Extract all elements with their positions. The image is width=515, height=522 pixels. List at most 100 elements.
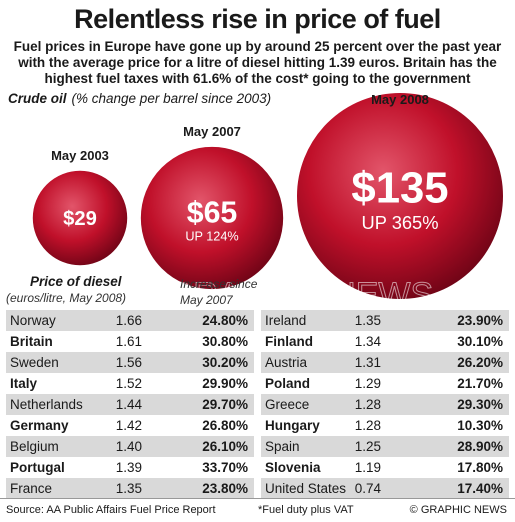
page-title: Relentless rise in price of fuel [74,4,441,34]
cell-country: Belgium [10,439,59,454]
table-row: Hungary 1.28 10.30% [261,415,509,436]
cell-price: 1.19 [354,460,381,475]
footer: Source: AA Public Affairs Fuel Price Rep… [0,498,515,521]
increase-label: Increase since May 2007 [180,277,258,307]
bubble-0 [30,168,130,268]
cell-price: 1.31 [354,355,381,370]
table-row: Greece 1.28 29.30% [261,394,509,415]
table-row: Spain 1.25 28.90% [261,436,509,457]
cell-price: 1.39 [115,460,142,475]
crude-oil-subtitle-text: (% change per barrel since 2003) [72,91,272,106]
table-row: Germany 1.42 26.80% [6,415,254,436]
bubble-date-label-1: May 2007 [183,124,241,139]
bubble-date-label-0: May 2003 [51,148,109,163]
cell-increase: 26.20% [457,355,503,370]
cell-increase: 33.70% [202,460,248,475]
cell-increase: 24.80% [202,313,248,328]
cell-country: Hungary [265,418,320,433]
table-row: Ireland 1.35 23.90% [261,310,509,331]
cell-country: Slovenia [265,460,321,475]
footnote: *Fuel duty plus VAT [258,504,354,516]
cell-price: 1.56 [115,355,142,370]
bubble-1 [138,144,286,292]
source-note: Source: AA Public Affairs Fuel Price Rep… [6,504,216,516]
diesel-table-subtitle: (euros/litre, May 2008) [6,291,127,305]
bubble-price-label-0: $29 [63,208,97,230]
cell-price: 1.28 [354,397,381,412]
cell-country: Norway [10,313,56,328]
bubble-date-label-2: May 2008 [371,92,429,107]
cell-increase: 23.80% [202,481,248,496]
diesel-table-title: Price of diesel [30,274,122,289]
cell-increase: 23.90% [457,313,503,328]
table-row: Austria 1.31 26.20% [261,352,509,373]
cell-increase: 28.90% [457,439,503,454]
table-row: Poland 1.29 21.70% [261,373,509,394]
table-row: Portugal 1.39 33.70% [6,457,254,478]
cell-country: Britain [10,334,53,349]
cell-country: Austria [265,355,308,370]
watermark: GRAPHIC NEWS [167,276,433,310]
bubble-price-label-1: $65 [187,197,238,230]
cell-country: Portugal [10,460,65,475]
cell-country: Poland [265,376,311,391]
cell-price: 1.42 [115,418,142,433]
cell-country: France [10,481,53,496]
table-row: United States 0.74 17.40% [261,478,509,499]
table-row: Belgium 1.40 26.10% [6,436,254,457]
cell-price: 1.61 [115,334,142,349]
cell-increase: 26.10% [202,439,248,454]
table-row: Sweden 1.56 30.20% [6,352,254,373]
table-row: Britain 1.61 30.80% [6,331,254,352]
crude-oil-title-text: Crude oil [8,91,67,106]
table-row: Finland 1.34 30.10% [261,331,509,352]
cell-price: 1.44 [115,397,142,412]
cell-price: 1.25 [354,439,381,454]
cell-price: 1.34 [354,334,381,349]
cell-price: 1.52 [115,376,142,391]
cell-price: 1.66 [115,313,142,328]
cell-price: 1.40 [115,439,142,454]
bubble-change-label-1: UP 124% [185,230,238,244]
cell-increase: 29.90% [202,376,248,391]
cell-price: 1.29 [354,376,381,391]
cell-price: 1.35 [115,481,142,496]
cell-increase: 10.30% [457,418,503,433]
cell-increase: 29.70% [202,397,248,412]
page-subtitle: Fuel prices in Europe have gone up by ar… [13,39,502,86]
cell-increase: 29.30% [457,397,503,412]
cell-country: Sweden [10,355,59,370]
table-row: Netherlands 1.44 29.70% [6,394,254,415]
cell-country: Italy [10,376,38,391]
cell-country: Germany [10,418,69,433]
table-row: Slovenia 1.19 17.80% [261,457,509,478]
table-row: Italy 1.52 29.90% [6,373,254,394]
cell-country: Ireland [265,313,307,328]
cell-price: 0.74 [354,481,381,496]
cell-increase: 21.70% [457,376,503,391]
table-row: Norway 1.66 24.80% [6,310,254,331]
credit: © GRAPHIC NEWS [409,504,507,516]
cell-increase: 17.40% [457,481,503,496]
cell-increase: 30.10% [457,334,503,349]
cell-increase: 30.80% [202,334,248,349]
crude-oil-title: Crude oil (% change per barrel since 2003… [8,91,271,106]
table-row: France 1.35 23.80% [6,478,254,499]
cell-country: Spain [265,439,300,454]
cell-increase: 17.80% [457,460,503,475]
bubble-2 [295,91,505,301]
cell-increase: 30.20% [202,355,248,370]
cell-country: Netherlands [10,397,83,412]
bubble-change-label-2: UP 365% [362,212,439,233]
crude-oil-bubble-chart: Crude oil (% change per barrel since 2003… [8,91,505,310]
cell-country: Greece [265,397,310,412]
cell-country: Finland [265,334,313,349]
cell-country: United States [265,481,347,496]
cell-increase: 26.80% [202,418,248,433]
bubble-price-label-2: $135 [351,164,448,213]
diesel-table-right: Ireland 1.35 23.90% Finland 1.34 30.10% Austri… [261,310,509,499]
diesel-table-left: Norway 1.66 24.80% Britain 1.61 30.80% Sweden 1… [6,310,254,499]
cell-price: 1.28 [354,418,381,433]
cell-price: 1.35 [354,313,381,328]
